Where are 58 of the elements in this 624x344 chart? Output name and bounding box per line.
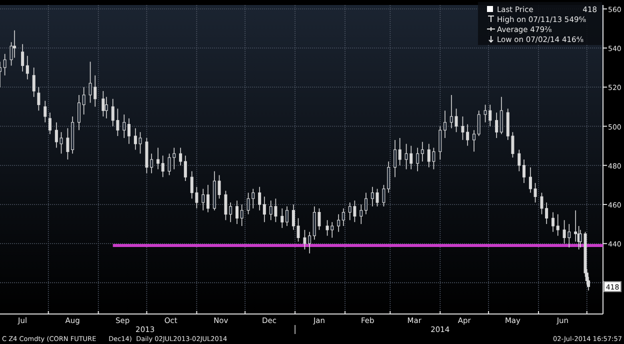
candlestick bbox=[206, 184, 210, 213]
candlestick bbox=[32, 67, 36, 98]
candlestick bbox=[78, 94, 81, 131]
candlestick bbox=[66, 128, 70, 160]
candlestick bbox=[102, 90, 105, 117]
candlestick bbox=[450, 94, 453, 129]
candlestick bbox=[44, 100, 47, 123]
candlestick bbox=[82, 86, 86, 115]
candlestick bbox=[26, 55, 29, 80]
candlestick bbox=[420, 142, 424, 162]
candlestick bbox=[161, 155, 164, 178]
candlestick bbox=[240, 204, 244, 226]
candlestick bbox=[443, 110, 446, 138]
candlestick bbox=[454, 108, 458, 133]
candlestick bbox=[394, 140, 397, 178]
candlestick bbox=[337, 214, 340, 232]
candlestick bbox=[398, 138, 402, 166]
candlestick bbox=[202, 188, 205, 211]
candlestick bbox=[285, 206, 288, 226]
candlestick bbox=[522, 159, 526, 184]
candlestick bbox=[376, 188, 379, 207]
candlestick bbox=[127, 118, 130, 144]
candlestick bbox=[534, 182, 537, 203]
candlestick bbox=[258, 186, 262, 211]
candlestick bbox=[360, 204, 363, 224]
candlestick bbox=[416, 147, 420, 172]
candlestick bbox=[472, 130, 476, 152]
candlestick bbox=[308, 231, 312, 254]
candlestick bbox=[150, 153, 154, 174]
candlestick bbox=[236, 200, 239, 224]
candlestick bbox=[556, 214, 560, 236]
candlestick bbox=[342, 208, 345, 226]
candlestick bbox=[438, 126, 442, 160]
candlestick bbox=[280, 208, 284, 228]
candlestick bbox=[495, 112, 498, 138]
candlestick bbox=[292, 204, 295, 230]
candlestick bbox=[364, 192, 368, 215]
candlestick bbox=[552, 212, 555, 232]
candlestick bbox=[122, 114, 126, 138]
candlestick bbox=[3, 53, 6, 76]
candlestick bbox=[224, 190, 228, 221]
candlestick bbox=[477, 110, 480, 136]
candlestick bbox=[518, 149, 521, 172]
candlestick bbox=[13, 30, 16, 58]
candlestick bbox=[370, 186, 374, 207]
candlestick bbox=[37, 86, 40, 112]
candlestick bbox=[303, 230, 306, 250]
candlestick bbox=[296, 218, 300, 242]
candlestick bbox=[229, 202, 232, 222]
candlestick bbox=[500, 96, 503, 134]
candlestick bbox=[528, 166, 532, 194]
candlestick bbox=[179, 147, 182, 166]
candlestick bbox=[262, 196, 266, 222]
candlestick bbox=[21, 44, 24, 72]
candlestick bbox=[104, 96, 108, 119]
candlestick bbox=[156, 147, 160, 170]
candlestick bbox=[184, 155, 187, 182]
candlestick bbox=[48, 112, 52, 134]
